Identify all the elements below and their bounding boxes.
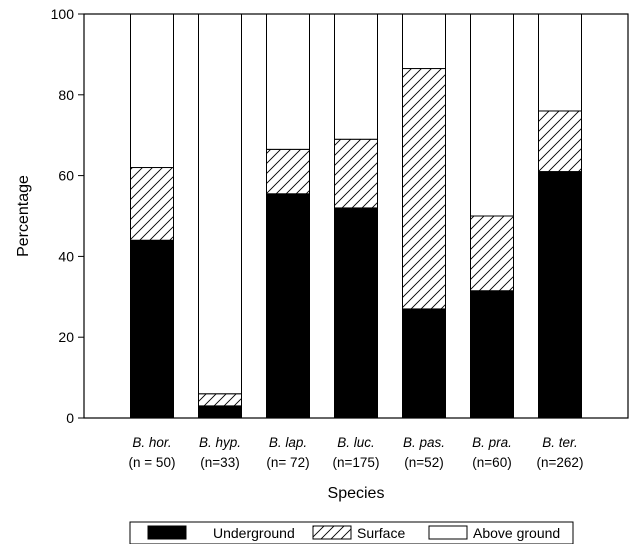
legend-frame [129,521,574,544]
y-axis-title: Percentage [15,175,32,257]
x-tick-label: B. luc. [337,435,375,450]
bar-underground-b-lap [266,193,310,419]
x-sample-size-label: (n=175) [333,455,380,470]
y-tick-label: 40 [58,248,74,264]
legend: Underground Surface Above ground [129,521,574,544]
x-sample-size-label: (n=52) [404,455,443,470]
y-tick-label: 0 [66,410,74,426]
y-axis: 0 20 40 60 80 100 [51,6,84,426]
y-tick-label: 60 [58,168,74,184]
bar-above-ground-b-pas [402,13,446,70]
legend-swatch-underground [147,525,187,540]
bar-above-ground-b-lap [266,13,310,150]
bars-group [130,13,582,419]
bar-surface-b-luc [334,138,378,209]
bar-above-ground-b-pra [470,13,514,217]
x-tick-label: B. ter. [542,435,578,450]
legend-swatch-above-ground [428,525,468,540]
bar-above-ground-b-luc [334,13,378,140]
x-sample-size-label: (n=262) [537,455,584,470]
bar-above-ground-b-hyp [198,13,242,395]
y-tick-label: 100 [51,6,75,22]
legend-label-above-ground: Above ground [473,525,560,541]
bar-surface-b-pra [470,215,514,292]
x-tick-label: B. pra. [472,435,512,450]
bar-surface-b-lap [266,148,310,195]
y-tick-label: 80 [58,87,74,103]
legend-label-underground: Underground [213,525,295,541]
x-tick-label: B. lap. [269,435,307,450]
x-sample-size-label: (n = 50) [129,455,176,470]
bar-surface-b-pas [402,68,446,310]
bar-underground-b-ter [538,171,582,419]
bar-underground-b-luc [334,207,378,419]
x-sample-size-label: (n=33) [200,455,239,470]
x-sample-size-label: (n=60) [472,455,511,470]
x-tick-label: B. pas. [403,435,445,450]
x-tick-label: B. hyp. [199,435,241,450]
bar-surface-b-hyp [198,393,242,407]
legend-label-surface: Surface [357,525,405,541]
bar-above-ground-b-ter [538,13,582,112]
y-tick-label: 20 [58,329,74,345]
bar-underground-b-hor [130,239,174,419]
x-tick-label: B. hor. [132,435,171,450]
x-sample-size-label: (n= 72) [266,455,309,470]
bar-underground-b-hyp [198,405,242,419]
x-axis-title: Species [328,485,385,502]
bar-surface-b-ter [538,110,582,173]
x-axis: B. hor. (n = 50) B. hyp. (n=33) B. lap. (n= 7… [129,435,584,470]
legend-swatch-surface [312,525,352,540]
plot-area-frame [83,13,629,419]
bar-surface-b-hor [130,167,174,241]
bar-above-ground-b-hor [130,13,174,169]
bar-underground-b-pra [470,290,514,419]
bar-underground-b-pas [402,308,446,419]
